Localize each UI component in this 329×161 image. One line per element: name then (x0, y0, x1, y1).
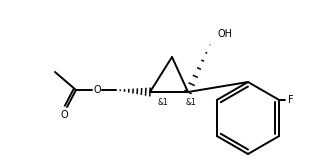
Text: &1: &1 (158, 98, 169, 107)
Text: O: O (60, 110, 68, 120)
Text: F: F (288, 95, 294, 105)
Text: &1: &1 (186, 98, 197, 107)
Text: O: O (93, 85, 101, 95)
Text: OH: OH (218, 29, 233, 39)
